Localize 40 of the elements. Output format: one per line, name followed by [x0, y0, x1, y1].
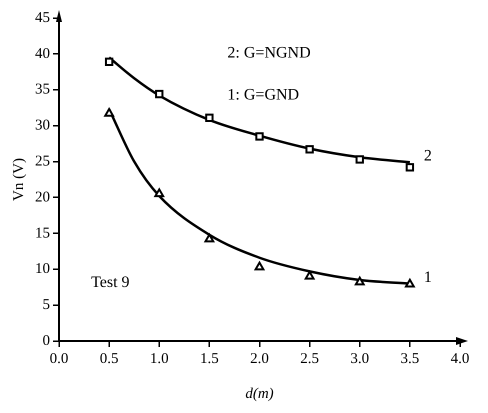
y-tick-label: 45	[35, 10, 50, 26]
y-tick-label: 10	[35, 261, 50, 278]
point	[204, 234, 214, 242]
y-axis-title: Vn (V)	[10, 158, 27, 201]
annotation: Test 9	[91, 274, 130, 292]
x-tick-label: 1.0	[150, 350, 169, 367]
y-tick-label: 15	[35, 225, 50, 242]
x-tick-label: 0.0	[50, 350, 68, 367]
point	[255, 132, 264, 141]
annotation: 2: G=NGND	[227, 44, 311, 62]
series-label: 2	[424, 147, 432, 164]
point	[404, 278, 415, 288]
x-tick-label: 0.5	[100, 350, 118, 367]
y-tick-label: 25	[35, 153, 50, 170]
x-tick-label: 2.5	[300, 350, 319, 367]
point	[104, 58, 114, 66]
series-label: 1	[424, 268, 432, 286]
x-axis-title: d(m)	[245, 386, 274, 402]
x-tick-label: 2.0	[250, 350, 269, 367]
annotation: 1: G=GND	[227, 86, 300, 104]
y-tick-label: 20	[35, 189, 50, 206]
y-tick-label: 0	[42, 332, 50, 349]
point	[254, 262, 264, 270]
y-tick-label: 30	[35, 118, 50, 134]
point	[304, 270, 315, 280]
x-tick-label: 3.0	[350, 350, 370, 367]
y-tick-label: 35	[35, 82, 50, 98]
point	[155, 90, 164, 98]
x-tick-label: 3.5	[400, 350, 420, 367]
point	[205, 114, 214, 122]
point	[154, 188, 164, 198]
x-tick-label: 4.0	[450, 350, 470, 367]
y-tick-label: 40	[35, 46, 50, 62]
point	[104, 108, 114, 117]
point	[354, 276, 365, 286]
point	[406, 163, 414, 172]
point	[305, 145, 314, 154]
point	[356, 155, 364, 164]
x-tick-label: 1.5	[200, 350, 219, 367]
y-tick-label: 5	[42, 297, 50, 314]
